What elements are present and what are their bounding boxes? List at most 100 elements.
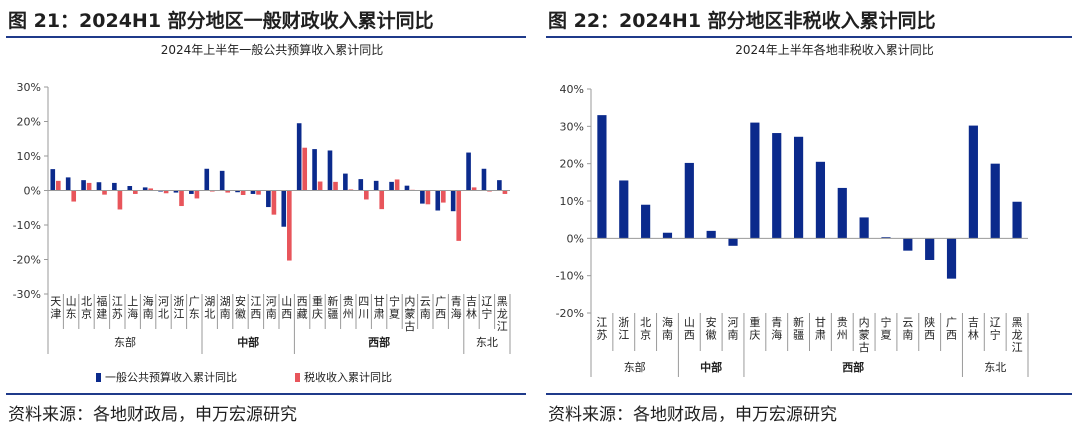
category-label-char: 贵: [343, 295, 354, 308]
bar-tax: [471, 187, 477, 191]
category-label-char: 黑: [497, 295, 508, 308]
category-label-char: 夏: [880, 329, 891, 342]
category-label-char: 吉: [466, 295, 477, 308]
category-label-char: 重: [312, 294, 323, 308]
y-tick-label: 30%: [560, 120, 584, 133]
bar-nontax: [815, 161, 826, 239]
category-label-char: 东: [189, 308, 200, 321]
category-label-char: 陕: [924, 315, 935, 329]
category-label-char: 苏: [112, 308, 123, 321]
bar-nontax: [706, 230, 716, 239]
category-label-char: 京: [640, 328, 651, 342]
category-label-char: 江: [497, 320, 508, 333]
region-label: 东部: [624, 360, 646, 374]
bar-tax: [271, 190, 277, 215]
category-label-char: 四: [358, 295, 369, 308]
bar-nontax: [837, 187, 847, 239]
chart-title: 2024年上半年一般公共预算收入累计同比: [161, 42, 384, 57]
category-label-char: 南: [728, 329, 739, 342]
bar-nontax: [662, 232, 673, 239]
legend-swatch: [96, 373, 101, 382]
legend-label: 一般公共预算收入累计同比: [105, 370, 237, 384]
category-label-char: 辽: [990, 316, 1001, 329]
category-label-char: 贵: [837, 316, 848, 329]
bar-nontax: [597, 115, 607, 239]
category-label-char: 江: [1012, 341, 1023, 354]
category-label-char: 蒙: [404, 308, 415, 321]
bar-tax: [394, 179, 400, 191]
bar-tax: [225, 190, 231, 193]
bar-general-budget: [219, 170, 225, 191]
category-label-char: 天: [50, 295, 61, 308]
bar-general-budget: [96, 182, 102, 191]
category-label-char: 夏: [389, 308, 400, 321]
y-tick-label: 30%: [17, 81, 41, 94]
bar-nontax: [641, 204, 651, 239]
category-label-char: 庆: [749, 328, 760, 342]
legend-swatch: [295, 373, 300, 382]
left-figure-title: 图 21：2024H1 部分地区一般财政收入累计同比: [8, 10, 434, 32]
y-tick-label: 10%: [17, 150, 41, 163]
category-label-char: 青: [771, 316, 782, 329]
bar-general-budget: [204, 168, 210, 191]
bar-tax: [210, 190, 215, 192]
category-label-char: 吉: [968, 316, 979, 329]
category-label-char: 西: [924, 329, 935, 342]
category-label-char: 南: [662, 329, 673, 342]
y-tick-label: 0%: [567, 232, 584, 245]
y-tick-label: 20%: [17, 116, 41, 129]
y-tick-label: 20%: [560, 158, 584, 171]
category-label-char: 南: [143, 308, 154, 321]
bar-general-budget: [389, 181, 394, 191]
category-label-char: 山: [684, 316, 695, 329]
category-label-char: 徽: [235, 307, 246, 321]
bar-nontax: [859, 217, 869, 239]
category-label-char: 江: [173, 308, 184, 321]
category-label-char: 海: [662, 315, 673, 329]
y-tick-label: 40%: [560, 83, 584, 96]
bar-tax: [287, 190, 292, 261]
category-label-char: 湖: [220, 295, 231, 308]
category-label-char: 徽: [706, 328, 717, 342]
bar-general-budget: [312, 149, 317, 191]
bar-general-budget: [65, 177, 71, 191]
y-tick-label: -30%: [13, 288, 41, 301]
category-label-char: 海: [143, 294, 154, 308]
category-label-char: 北: [640, 316, 651, 329]
bar-tax: [117, 190, 123, 210]
region-label: 东部: [114, 335, 136, 349]
category-label-char: 河: [266, 295, 277, 308]
y-tick-label: -20%: [13, 254, 41, 267]
category-label-char: 疆: [327, 308, 338, 321]
category-label-char: 西: [946, 329, 957, 342]
category-label-char: 辽: [481, 295, 492, 308]
bar-tax: [133, 190, 138, 194]
bar-general-budget: [481, 168, 487, 191]
y-tick-label: -10%: [556, 270, 584, 283]
category-label-char: 湖: [204, 295, 215, 308]
category-label-char: 青: [451, 295, 462, 308]
bar-general-budget: [343, 173, 348, 191]
bar-general-budget: [112, 182, 117, 191]
bar-general-budget: [250, 190, 256, 194]
bar-nontax: [990, 163, 1000, 239]
category-label-char: 林: [466, 307, 477, 321]
category-label-char: 州: [343, 308, 354, 321]
category-label-char: 山: [66, 295, 77, 308]
bar-general-budget: [81, 180, 86, 191]
category-label-char: 浙: [618, 316, 629, 329]
bar-tax: [333, 181, 338, 191]
bar-tax: [379, 190, 385, 210]
bar-general-budget: [127, 186, 133, 191]
category-label-char: 蒙: [859, 329, 870, 342]
bar-general-budget: [420, 190, 425, 204]
category-label-char: 海: [771, 328, 782, 342]
category-label-char: 疆: [793, 329, 804, 342]
right-panel: 图 22：2024H1 部分地区非税收入累计同比 2024年上半年各地非税收入累…: [540, 0, 1080, 433]
bar-general-budget: [281, 190, 287, 227]
bar-general-budget: [142, 187, 148, 191]
category-label-char: 建: [96, 307, 107, 321]
category-label-char: 西: [297, 295, 308, 308]
category-label-char: 甘: [815, 316, 826, 329]
bar-nontax: [684, 162, 694, 239]
